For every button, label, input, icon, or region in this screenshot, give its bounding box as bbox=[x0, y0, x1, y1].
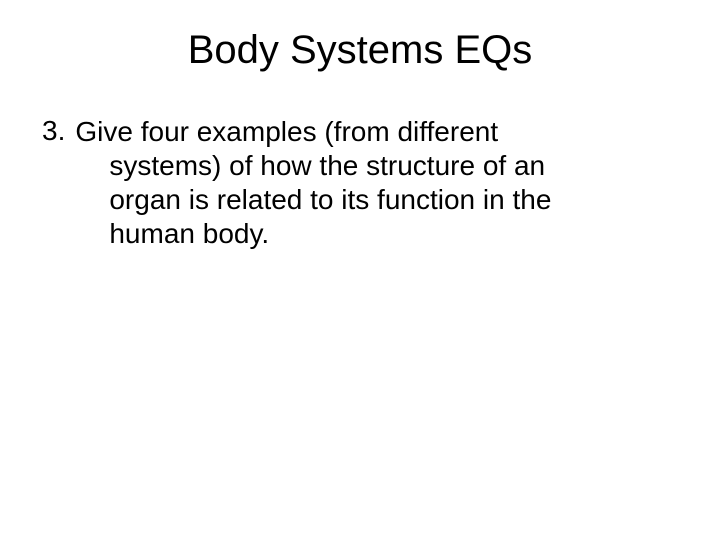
text-line-1: Give four examples (from different bbox=[75, 115, 551, 149]
text-line-2: systems) of how the structure of an bbox=[109, 149, 551, 183]
slide-content: 3. Give four examples (from different sy… bbox=[40, 115, 680, 252]
slide-title: Body Systems EQs bbox=[40, 28, 680, 73]
question-text: Give four examples (from different syste… bbox=[81, 115, 551, 252]
text-line-4: human body. bbox=[109, 217, 551, 251]
list-number: 3. bbox=[42, 115, 65, 147]
slide-container: Body Systems EQs 3. Give four examples (… bbox=[0, 0, 720, 540]
text-line-3: organ is related to its function in the bbox=[109, 183, 551, 217]
